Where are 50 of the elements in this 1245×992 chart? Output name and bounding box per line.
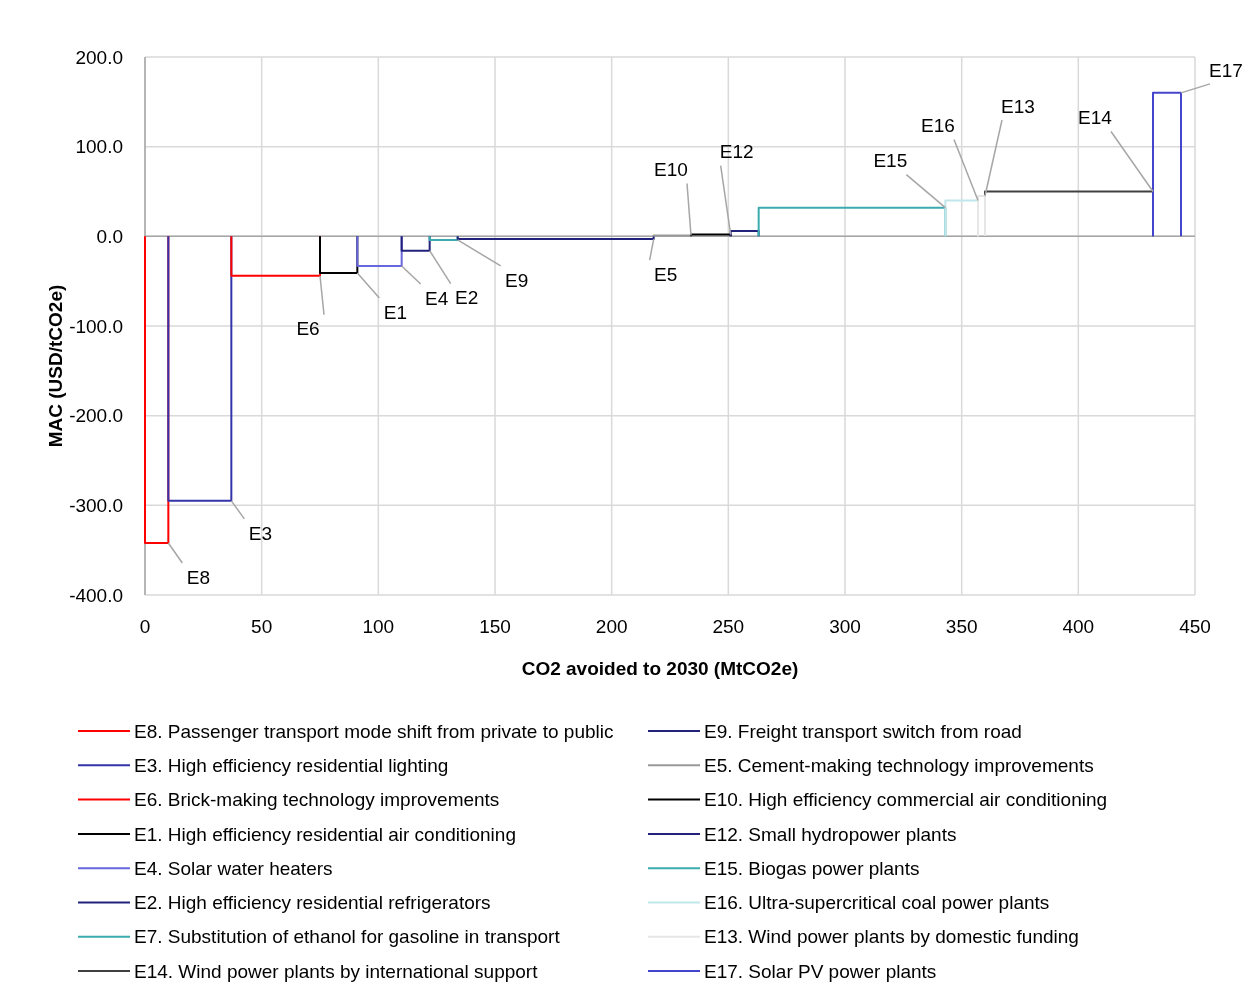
annotation: E14 [1078,107,1113,129]
annotation: E8 [186,566,210,588]
legend-label: E5. Cement-making technology improvements [704,754,1094,776]
annotation: E3 [248,522,272,544]
x-tick-label: 300 [829,616,861,637]
annotation: E10 [654,159,688,181]
legend-label: E15. Biogas power plants [704,857,920,879]
x-tick-label: 150 [479,616,511,637]
y-tick-label: 100.0 [75,136,123,158]
legend-label: E1. High efficiency residential air conditioning [134,823,516,845]
legend-label: E9. Freight transport switch from road [704,720,1022,742]
x-tick-label: 200 [595,616,628,637]
annotation: E4 [425,287,449,309]
annotation: E1 [383,301,407,323]
annotation: E16 [921,115,955,137]
y-tick-label: 200.0 [75,46,123,68]
annotation: E9 [505,269,529,291]
legend-label: E13. Wind power plants by domestic funding [704,926,1079,948]
legend-label: E12. Small hydropower plants [704,823,957,845]
x-tick-label: 450 [1179,616,1211,637]
y-tick-label: -300.0 [69,494,123,516]
annotation: E2 [455,287,479,309]
annotation: E12 [719,141,754,163]
annotation: E6 [296,318,320,340]
x-tick-label: 350 [945,616,978,637]
y-tick-label: 0.0 [96,225,123,247]
legend-label: E7. Substitution of ethanol for gasoline in transport [134,926,561,948]
legend-label: E17. Solar PV power plants [704,960,937,982]
y-axis-title: MAC (USD/tCO2e) [45,284,66,448]
legend-label: E2. High efficiency residential refrigerators [134,892,491,914]
x-tick-label: 50 [251,616,273,637]
y-tick-label: -400.0 [69,584,123,606]
y-tick-label: -200.0 [69,405,123,427]
x-tick-label: 250 [712,616,745,637]
legend-label: E6. Brick-making technology improvements [134,789,500,811]
x-tick-label: 100 [362,616,395,637]
y-tick-label: -100.0 [69,315,123,337]
annotation: E15 [873,150,908,172]
legend-label: E3. High efficiency residential lighting [134,754,449,776]
annotation: E17 [1209,59,1243,81]
x-tick-label: 0 [139,616,151,637]
legend-label: E14. Wind power plants by international support [134,960,539,982]
x-tick-label: 400 [1062,616,1095,637]
annotation: E5 [654,263,678,285]
legend-label: E16. Ultra-supercritical coal power plants [704,892,1050,914]
legend-label: E4. Solar water heaters [134,857,333,879]
legend-label: E10. High efficiency commercial air conditioning [704,789,1108,811]
x-axis-title: CO2 avoided to 2030 (MtCO2e) [521,658,799,679]
annotation: E13 [1001,95,1035,117]
legend-label: E8. Passenger transport mode shift from private to public [134,720,614,742]
